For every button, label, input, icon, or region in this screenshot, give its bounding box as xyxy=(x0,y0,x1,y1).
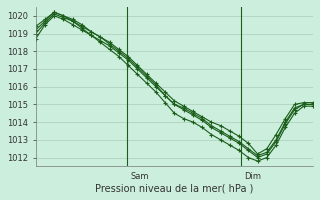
Text: Sam: Sam xyxy=(130,172,148,181)
Text: Dim: Dim xyxy=(244,172,261,181)
X-axis label: Pression niveau de la mer( hPa ): Pression niveau de la mer( hPa ) xyxy=(95,183,253,193)
